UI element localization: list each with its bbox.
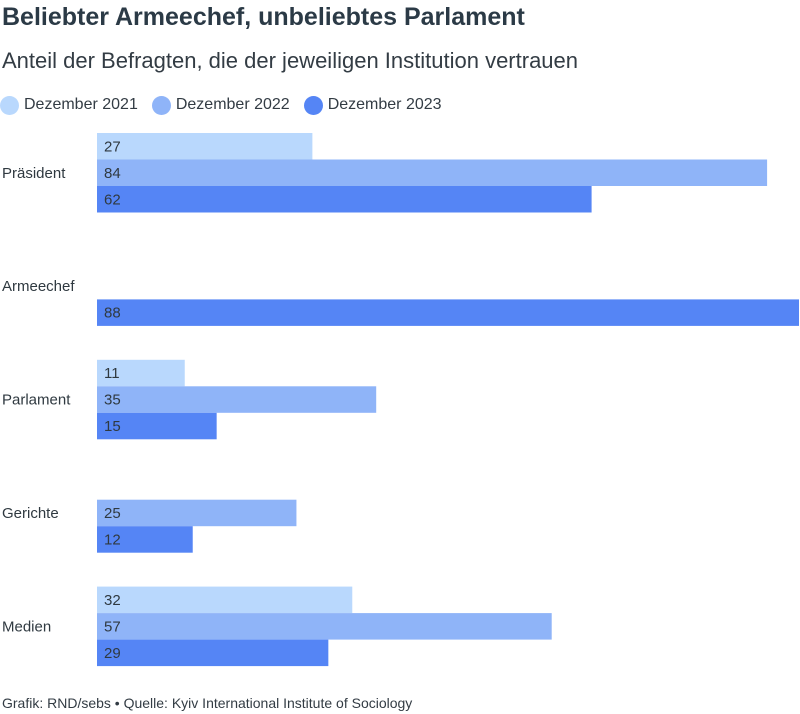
bar	[97, 186, 592, 213]
legend-label-2021: Dezember 2021	[24, 96, 138, 113]
bar	[97, 613, 552, 640]
category-label: Präsident	[2, 165, 66, 182]
category-label: Medien	[2, 618, 51, 635]
data-label: 88	[104, 305, 121, 322]
data-label: 15	[104, 418, 121, 435]
legend-label-2023: Dezember 2023	[327, 96, 442, 113]
category-label: Armeechef	[2, 278, 75, 295]
data-label: 25	[104, 505, 121, 522]
legend-item-2021: Dezember 2021	[0, 95, 138, 115]
data-label: 29	[104, 645, 121, 662]
bar-chart: Präsident 27 84 62 Armeechef 88 Parlament 11 35 1…	[2, 133, 799, 667]
legend-item-2022: Dezember 2022	[151, 95, 290, 115]
data-label: 57	[104, 618, 121, 635]
category-label: Gerichte	[2, 505, 59, 522]
chart-title: Beliebter Armeechef, unbeliebtes Parlame…	[2, 3, 525, 31]
chart-subtitle: Anteil der Befragten, die der jeweiligen…	[2, 48, 579, 73]
data-label: 84	[104, 165, 121, 182]
legend-label-2022: Dezember 2022	[175, 96, 290, 113]
legend-swatch-2023	[303, 95, 323, 115]
bar	[97, 299, 799, 326]
legend-item-2023: Dezember 2023	[303, 95, 442, 115]
data-label: 27	[104, 138, 121, 155]
bar	[97, 133, 313, 160]
bar	[97, 159, 768, 186]
data-label: 35	[104, 392, 121, 409]
data-label: 12	[104, 531, 121, 548]
data-label: 11	[104, 365, 120, 382]
legend-swatch-2022	[151, 95, 171, 115]
bar	[97, 639, 329, 667]
category-label: Parlament	[2, 392, 71, 409]
bar	[97, 586, 353, 614]
legend: Dezember 2021 Dezember 2022 Dezember 202…	[0, 92, 456, 118]
bar	[97, 386, 377, 413]
bar	[97, 499, 297, 527]
bar	[97, 359, 185, 387]
bar	[97, 526, 193, 553]
data-label: 62	[104, 191, 121, 208]
bar	[97, 412, 217, 440]
chart-footer: Grafik: RND/sebs • Quelle: Kyiv Internat…	[2, 695, 413, 711]
data-label: 32	[104, 592, 121, 609]
legend-swatch-2021	[0, 95, 19, 115]
